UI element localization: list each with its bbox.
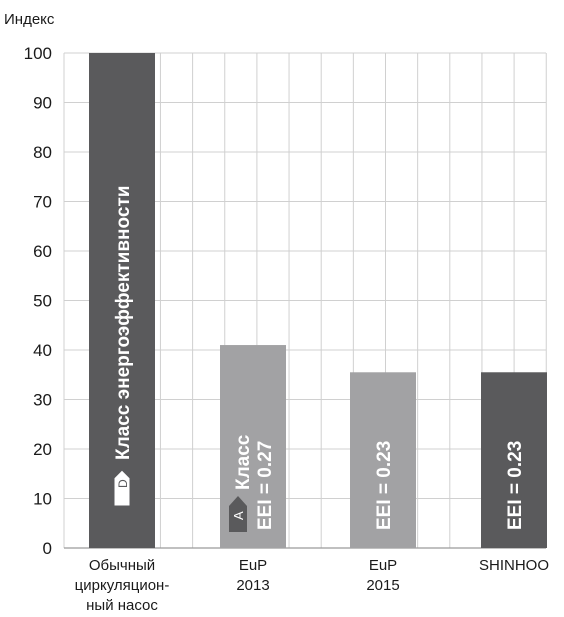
x-tick-label: 2015 <box>366 577 399 594</box>
y-tick-label: 70 <box>33 193 52 212</box>
energy-class-badge <box>229 496 247 532</box>
x-tick-label: SHINHOO <box>479 557 549 574</box>
y-tick-label: 30 <box>33 391 52 410</box>
bar-label: EEI = 0.23 <box>374 441 395 530</box>
y-tick-label: 80 <box>33 143 52 162</box>
x-tick-label: 2013 <box>236 577 269 594</box>
bar-label: Класс <box>233 434 254 490</box>
y-tick-label: 100 <box>24 44 52 63</box>
bar-label: EEI = 0.23 <box>505 441 526 530</box>
x-tick-label: Обычный <box>89 557 155 574</box>
bar <box>350 372 416 548</box>
x-axis-ticks: Обычный циркуляцион-ный насос EuP 2013 EuP 20… <box>75 557 549 614</box>
x-tick-label: EuP <box>239 557 267 574</box>
y-tick-label: 50 <box>33 292 52 311</box>
energy-class-letter: A <box>231 511 246 520</box>
y-tick-label: 90 <box>33 94 52 113</box>
energy-class-letter: D <box>116 479 130 488</box>
bar-label: EEI = 0.27 <box>255 441 276 530</box>
x-tick-label: ный насос <box>86 597 158 614</box>
y-tick-label: 10 <box>33 490 52 509</box>
y-axis-ticks: 0 10 20 30 40 50 60 70 80 90 100 <box>24 44 52 558</box>
bar-label: Класс энергоэффективности <box>113 186 134 460</box>
x-tick-label: циркуляцион- <box>75 577 170 594</box>
energy-class-badge <box>113 469 131 507</box>
y-tick-label: 20 <box>33 440 52 459</box>
y-tick-label: 60 <box>33 242 52 261</box>
y-tick-label: 0 <box>43 539 52 558</box>
bar <box>481 372 547 548</box>
x-tick-label: EuP <box>369 557 397 574</box>
y-tick-label: 40 <box>33 341 52 360</box>
y-axis-label: Индекс <box>4 11 55 28</box>
bar <box>89 53 155 548</box>
